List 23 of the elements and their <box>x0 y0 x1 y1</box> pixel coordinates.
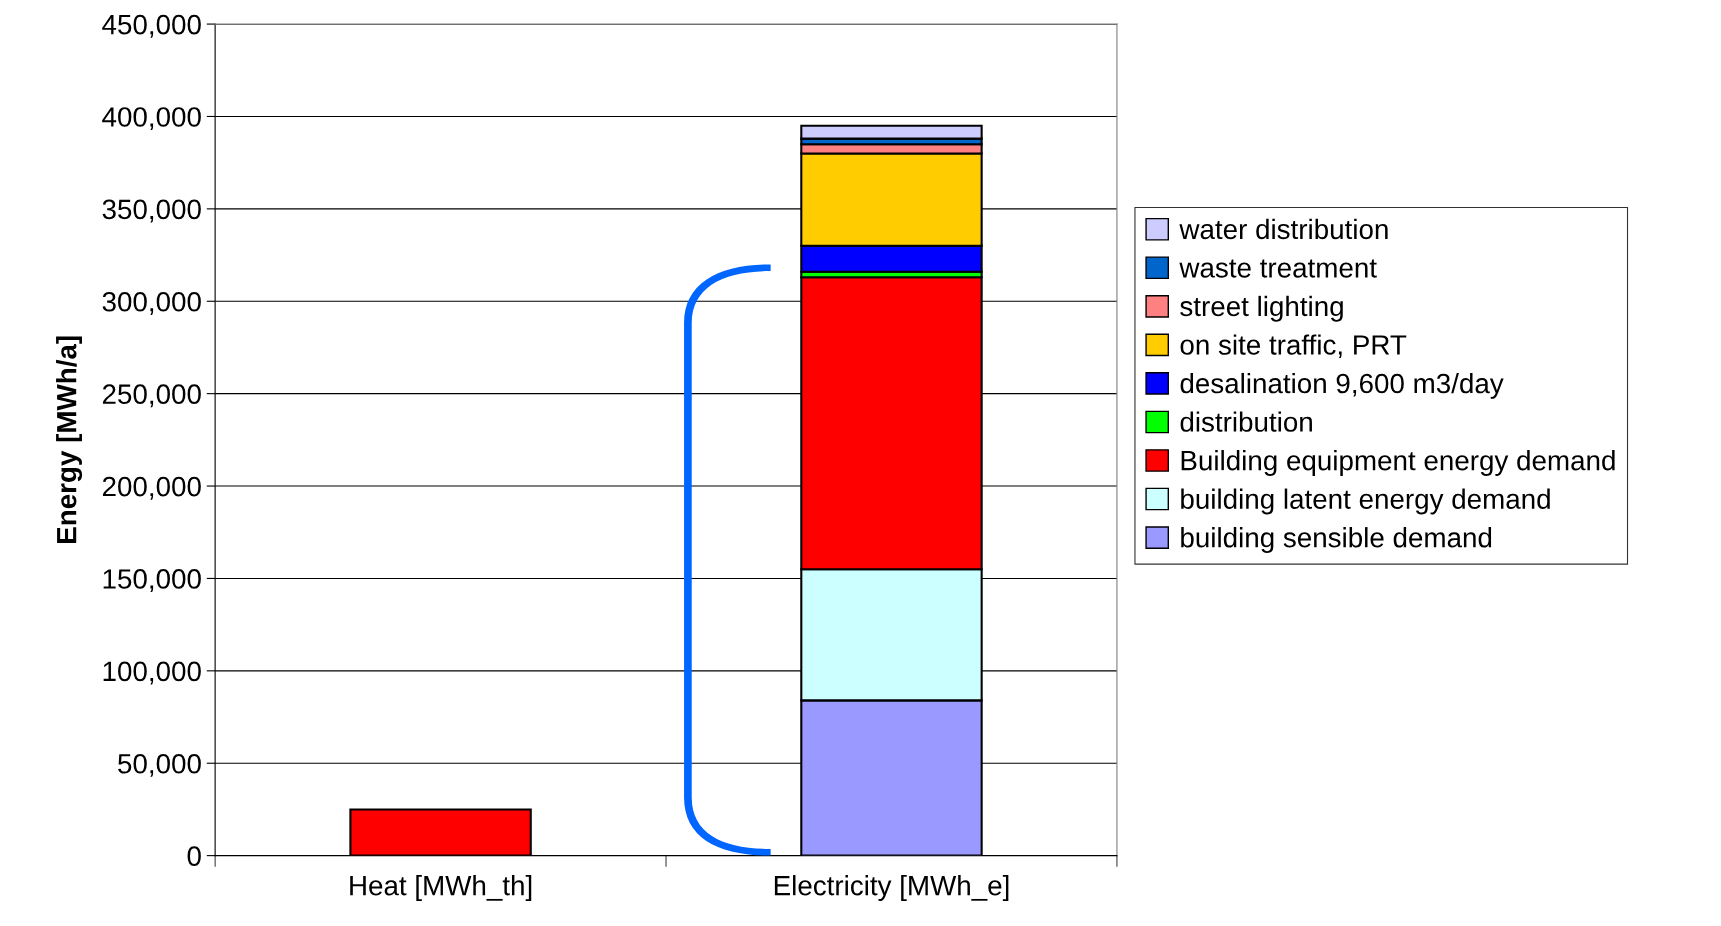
legend-label: street lighting <box>1180 295 1343 322</box>
legend-label: on site traffic, PRT <box>1180 334 1407 359</box>
y-tick-label: 250,000 <box>102 384 201 408</box>
y-tick-label: 400,000 <box>102 107 201 131</box>
legend-label: building latent energy demand <box>1181 488 1550 515</box>
y-tick-label: 100,000 <box>103 661 201 685</box>
y-tick-label: 450,000 <box>102 14 201 38</box>
y-axis-title: Energy [MWh/a] <box>56 336 83 543</box>
legend-label: waste treatment <box>1179 259 1377 278</box>
y-tick-label: 300,000 <box>102 291 201 315</box>
legend-label: water distribution <box>1179 218 1388 240</box>
y-tick-label: 0 <box>187 846 201 866</box>
y-tick-label: 50,000 <box>118 753 201 777</box>
bar <box>349 808 532 856</box>
x-tick-label: Heat [MWh_th] <box>350 875 532 901</box>
legend-label: distribution <box>1180 411 1312 432</box>
y-tick-label: 350,000 <box>102 199 201 223</box>
x-tick-label: Electricity [MWh_e] <box>774 875 1009 901</box>
y-tick-label: 200,000 <box>102 476 201 500</box>
legend-label: Building equipment energy demand <box>1181 450 1615 476</box>
legend-label: building sensible demand <box>1181 527 1492 553</box>
legend-label: desalination 9,600 m3/day <box>1180 372 1504 399</box>
y-tick-label: 150,000 <box>103 569 201 593</box>
